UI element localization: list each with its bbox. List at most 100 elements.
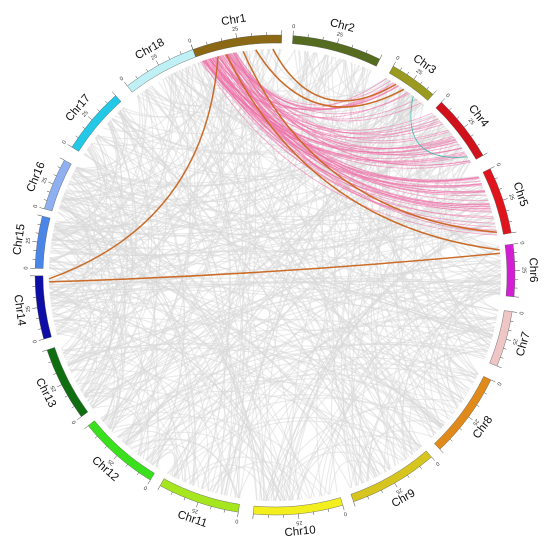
tick-label: 0	[395, 55, 401, 62]
tick-mark	[37, 214, 43, 217]
background-link	[109, 423, 187, 483]
tick-mark	[56, 384, 62, 388]
tick-mark	[506, 209, 510, 212]
tick-mark	[512, 243, 518, 245]
tick-mark	[179, 51, 182, 55]
background-link	[357, 373, 478, 486]
background-link	[103, 68, 184, 133]
chromosome-chr5	[482, 168, 512, 235]
background-link	[48, 266, 97, 384]
tick-mark	[439, 449, 444, 454]
tick-mark	[206, 41, 208, 45]
background-link	[69, 180, 110, 370]
tick-mark	[500, 357, 504, 359]
background-link	[81, 388, 285, 502]
tick-mark	[64, 395, 68, 398]
tick-mark	[82, 126, 86, 129]
background-link	[78, 222, 496, 388]
tick-label: 0	[71, 419, 78, 425]
background-link	[367, 321, 497, 481]
tick-mark	[48, 181, 54, 185]
chromosome-label-chr3: Chr3	[411, 52, 438, 76]
background-link	[52, 195, 91, 316]
background-link	[376, 96, 432, 439]
tick-label: 25	[107, 458, 116, 467]
background-link	[202, 60, 437, 434]
background-link	[429, 276, 502, 429]
tick-mark	[32, 241, 38, 243]
tick-label: 25	[81, 110, 90, 119]
chromosome-chr7	[489, 310, 513, 367]
background-link	[54, 224, 159, 465]
background-link	[114, 58, 341, 135]
tick-label: 25	[511, 338, 518, 346]
tick-mark	[510, 320, 514, 322]
tick-label: 25	[415, 68, 423, 76]
segmental-link	[228, 53, 463, 156]
tick-mark	[490, 379, 496, 383]
tick-label: 0	[495, 381, 502, 386]
tick-label: 25	[395, 486, 403, 494]
tick-mark	[420, 81, 423, 85]
background-link	[342, 59, 502, 268]
tick-mark	[94, 436, 98, 439]
background-link	[109, 343, 486, 430]
tick-label: 25	[471, 418, 479, 426]
tick-mark	[84, 425, 89, 430]
background-link	[61, 52, 318, 201]
segmental-link	[199, 61, 462, 159]
background-link	[273, 48, 449, 138]
background-link	[49, 231, 497, 289]
tick-mark	[35, 318, 39, 320]
tick-mark	[39, 207, 45, 210]
background-link	[188, 464, 270, 502]
tick-label: 25	[191, 507, 199, 515]
background-link	[56, 98, 418, 335]
background-link	[274, 219, 495, 502]
tick-mark	[506, 339, 512, 341]
background-link	[70, 368, 301, 500]
background-link	[194, 63, 441, 430]
tick-mark	[394, 482, 398, 488]
tick-mark	[37, 223, 41, 225]
background-link	[310, 326, 495, 499]
background-link	[270, 156, 469, 502]
background-link	[51, 238, 497, 320]
background-link	[321, 60, 366, 483]
background-link	[73, 122, 138, 379]
background-link	[51, 92, 410, 242]
chromosome-label-chr4: Chr4	[466, 103, 491, 131]
tick-mark	[183, 497, 186, 501]
background-link	[296, 350, 488, 501]
tick-mark	[449, 107, 452, 111]
tick-mark	[105, 100, 108, 104]
background-link	[291, 435, 423, 501]
chromosome-chr13	[46, 347, 89, 418]
background-link	[126, 97, 417, 447]
background-link	[164, 77, 265, 501]
tick-mark	[38, 328, 42, 330]
background-link	[49, 291, 160, 469]
background-link	[145, 88, 464, 400]
tick-mark	[210, 506, 212, 510]
tick-mark	[157, 485, 161, 491]
background-link	[50, 269, 501, 304]
tick-mark	[342, 505, 345, 511]
background-link	[211, 288, 501, 493]
tick-mark	[508, 329, 512, 332]
tick-mark	[43, 199, 47, 201]
accent-link	[410, 96, 468, 158]
background-link	[449, 315, 498, 403]
background-link	[266, 48, 387, 98]
tick-mark	[71, 406, 75, 409]
chromosome-chr8	[434, 376, 492, 450]
tick-mark	[57, 166, 61, 169]
segmental-link	[208, 58, 458, 154]
tick-mark	[407, 474, 410, 478]
tick-mark	[470, 134, 474, 137]
tick-mark	[220, 37, 223, 42]
background-link	[52, 91, 146, 238]
tick-mark	[508, 220, 513, 223]
tick-mark	[463, 123, 469, 128]
tick-label: 25	[507, 194, 515, 202]
